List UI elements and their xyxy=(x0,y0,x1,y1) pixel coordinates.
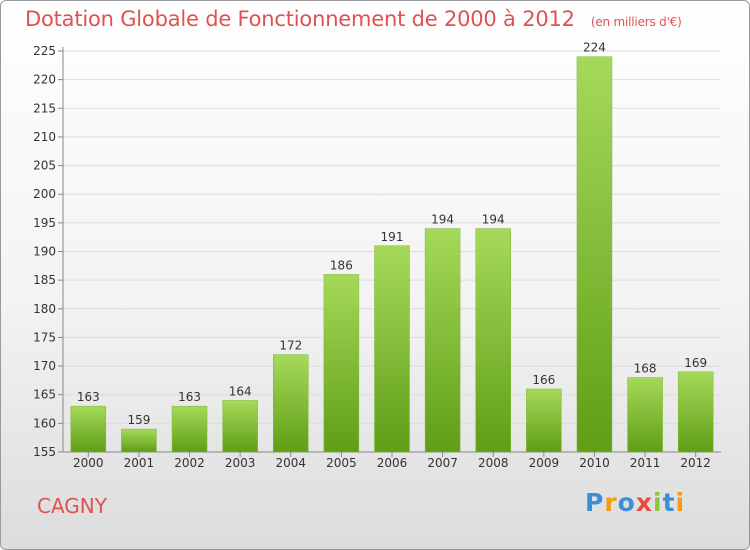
y-tick-label: 200 xyxy=(33,187,56,201)
data-label: 163 xyxy=(178,390,201,404)
x-tick-label: 2001 xyxy=(124,456,155,470)
data-label: 163 xyxy=(77,390,100,404)
data-label: 159 xyxy=(127,413,150,427)
y-tick-label: 225 xyxy=(33,44,56,58)
bar xyxy=(576,56,613,453)
bar xyxy=(627,377,663,453)
logo-letter: i xyxy=(653,488,663,517)
data-label: 191 xyxy=(381,230,404,244)
x-tick-label: 2003 xyxy=(225,456,256,470)
data-label: 164 xyxy=(229,384,252,398)
bar xyxy=(70,405,107,453)
y-tick-label: 175 xyxy=(33,330,56,344)
bar xyxy=(323,274,360,453)
y-tick-label: 180 xyxy=(33,302,56,316)
x-tick-label: 2007 xyxy=(427,456,458,470)
bars xyxy=(70,56,714,453)
location-label: CAGNY xyxy=(37,494,107,518)
x-tick-label: 2002 xyxy=(174,456,205,470)
y-tick-label: 195 xyxy=(33,216,56,230)
logo-letter: P xyxy=(585,488,605,517)
bar xyxy=(677,371,714,453)
y-tick-label: 220 xyxy=(33,73,56,87)
labels: 155 160 165 170 175 180 185 190 195 200 205 210 215 2… xyxy=(33,41,711,470)
logo-letter: r xyxy=(604,488,618,517)
proxiti-logo: Proxiti xyxy=(585,488,685,517)
x-tick-label: 2009 xyxy=(529,456,560,470)
bar xyxy=(374,245,410,453)
y-tick-label: 205 xyxy=(33,159,56,173)
x-tick-label: 2006 xyxy=(377,456,408,470)
bar xyxy=(475,228,511,453)
data-label: 172 xyxy=(279,339,302,353)
bar xyxy=(273,354,309,453)
x-tick-label: 2010 xyxy=(579,456,610,470)
x-tick-label: 2005 xyxy=(326,456,357,470)
y-tick-label: 215 xyxy=(33,101,56,115)
data-label: 194 xyxy=(431,213,454,227)
x-tick-label: 2000 xyxy=(73,456,104,470)
bar xyxy=(121,428,157,453)
bar xyxy=(526,388,562,453)
chart-title: Dotation Globale de Fonctionnement de 20… xyxy=(25,7,682,31)
logo-letter: i xyxy=(675,488,686,517)
y-tick-label: 210 xyxy=(33,130,56,144)
y-tick-label: 190 xyxy=(33,245,56,259)
y-tick-label: 160 xyxy=(33,416,56,430)
logo-letter: x xyxy=(635,488,653,517)
chart-title-text: Dotation Globale de Fonctionnement de 20… xyxy=(25,7,575,31)
x-tick-label: 2012 xyxy=(680,456,711,470)
y-tick-label: 185 xyxy=(33,273,56,287)
data-label: 166 xyxy=(532,373,555,387)
bar xyxy=(424,228,461,453)
logo-letter: o xyxy=(617,488,636,517)
data-label: 194 xyxy=(482,213,505,227)
bar xyxy=(222,400,258,453)
y-tick-label: 155 xyxy=(33,445,56,459)
x-tick-label: 2004 xyxy=(275,456,306,470)
x-tick-label: 2008 xyxy=(478,456,509,470)
x-tick-label: 2011 xyxy=(630,456,661,470)
logo-letter: t xyxy=(662,488,676,517)
y-tick-label: 165 xyxy=(33,388,56,402)
bar xyxy=(171,405,208,453)
unit-note: (en milliers d'€) xyxy=(590,15,682,29)
data-label: 169 xyxy=(684,356,707,370)
y-tick-label: 170 xyxy=(33,359,56,373)
data-label: 224 xyxy=(583,41,606,55)
data-label: 186 xyxy=(330,258,353,272)
data-label: 168 xyxy=(634,362,657,376)
